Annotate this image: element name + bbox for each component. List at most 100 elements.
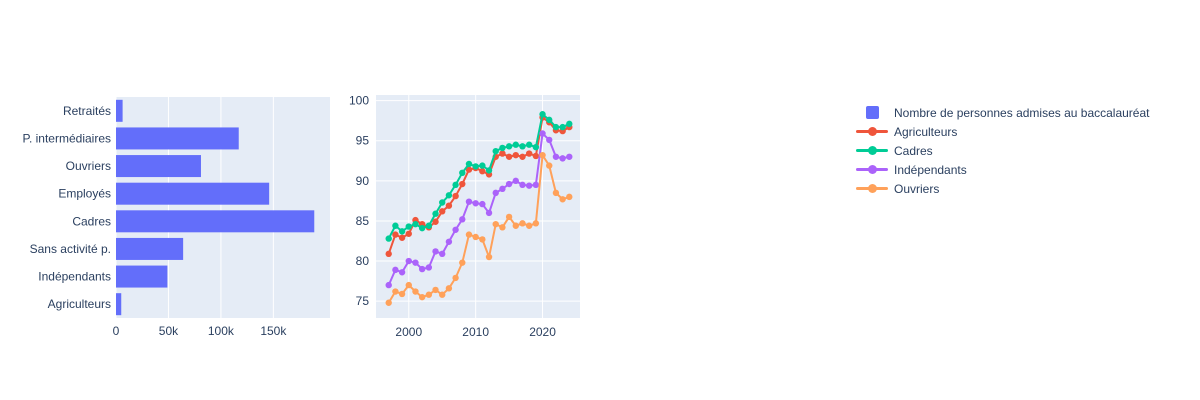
series-marker	[519, 143, 526, 150]
bar-sans-activite-p[interactable]	[116, 237, 184, 260]
series-marker	[398, 269, 406, 276]
y-tick-label: 100	[349, 94, 369, 108]
series-marker	[432, 286, 439, 294]
category-label: Employés	[58, 187, 111, 201]
series-marker	[465, 198, 473, 205]
x-tick-label: 2010	[462, 325, 489, 339]
series-marker	[418, 293, 426, 301]
line-plot-area	[376, 95, 580, 318]
series-marker	[539, 151, 546, 159]
series-marker	[452, 274, 459, 282]
series-marker	[459, 216, 466, 223]
legend-item-agriculteurs[interactable]: Agriculteurs	[856, 122, 1149, 141]
series-marker	[492, 147, 499, 155]
series-marker	[546, 136, 553, 144]
series-marker	[499, 224, 506, 231]
series-marker	[385, 281, 392, 289]
series-marker	[412, 288, 419, 295]
series-marker	[552, 123, 560, 131]
series-marker	[532, 152, 540, 160]
series-marker	[472, 233, 479, 241]
series-marker	[392, 288, 399, 295]
category-label: Retraités	[63, 104, 111, 118]
series-marker	[519, 220, 526, 227]
series-cadres[interactable]	[385, 111, 573, 242]
bar-employes[interactable]	[116, 182, 270, 205]
series-marker	[405, 281, 412, 289]
dot-marker-icon	[867, 184, 877, 193]
series-independants[interactable]	[385, 130, 573, 289]
series-marker	[392, 266, 399, 274]
series-marker	[492, 189, 499, 197]
series-marker	[385, 235, 392, 242]
series-marker	[479, 200, 486, 208]
series-marker	[492, 220, 499, 228]
x-tick-label: 2020	[529, 325, 556, 339]
series-marker	[439, 250, 446, 258]
series-line	[387, 116, 570, 255]
series-marker	[525, 222, 533, 229]
series-marker	[445, 192, 453, 199]
series-marker	[465, 160, 473, 168]
series-marker	[479, 162, 486, 169]
series-marker	[452, 181, 459, 189]
series-line	[387, 132, 570, 286]
category-label: Cadres	[72, 214, 111, 228]
series-marker	[385, 299, 392, 306]
series-marker	[566, 153, 573, 160]
bar-independants[interactable]	[116, 265, 168, 288]
bar-agriculteurs[interactable]	[116, 293, 122, 316]
category-label: Indépendants	[38, 270, 111, 284]
series-marker	[472, 200, 479, 207]
dot-marker-icon	[867, 165, 877, 174]
series-marker	[546, 116, 553, 124]
series-ouvriers[interactable]	[385, 151, 573, 306]
series-marker	[425, 291, 433, 298]
series-marker	[552, 189, 560, 197]
series-marker	[539, 130, 546, 137]
bar-cadres[interactable]	[116, 210, 315, 233]
bar-retraites[interactable]	[116, 99, 123, 122]
series-marker	[505, 153, 513, 160]
legend-item-cadres[interactable]: Cadres	[856, 141, 1149, 160]
legend: Nombre de personnes admises au baccalaur…	[856, 103, 1149, 198]
category-label: Sans activité p.	[30, 242, 111, 256]
x-tick-label: 50k	[159, 324, 179, 338]
series-marker	[525, 182, 533, 189]
series-marker	[385, 250, 392, 258]
line-marker-icon	[856, 165, 888, 174]
series-marker	[559, 196, 566, 203]
legend-label: Agriculteurs	[894, 124, 958, 139]
y-tick-label: 90	[356, 174, 370, 188]
series-marker	[512, 222, 519, 229]
series-marker	[525, 141, 533, 148]
category-label: Agriculteurs	[48, 297, 111, 311]
series-marker	[405, 223, 412, 230]
series-marker	[459, 259, 466, 266]
series-marker	[412, 259, 419, 266]
x-tick-label: 150k	[260, 324, 287, 338]
bar-p-intermediaires[interactable]	[116, 127, 239, 150]
bar-chart[interactable]: 0 50k 100k 150k Retraités P. intermédiaires Ou…	[5, 85, 340, 350]
line-marker-icon	[856, 146, 888, 155]
series-marker	[566, 120, 573, 128]
series-marker	[405, 257, 412, 265]
series-marker	[452, 226, 459, 233]
series-marker	[479, 168, 486, 175]
series-marker	[505, 143, 513, 150]
legend-item-ouvriers[interactable]: Ouvriers	[856, 179, 1149, 198]
category-label: P. intermédiaires	[23, 131, 112, 145]
series-marker	[418, 265, 426, 273]
line-chart[interactable]: 75 80 85 90 95 100 2000 2010 2020	[345, 85, 590, 350]
legend-item-independants[interactable]: Indépendants	[856, 160, 1149, 179]
series-marker	[459, 169, 466, 177]
legend-item-bac-admissions[interactable]: Nombre de personnes admises au baccalaur…	[856, 103, 1149, 122]
series-marker	[479, 236, 486, 243]
square-marker-icon	[865, 106, 879, 119]
series-marker	[485, 167, 493, 174]
bar-ouvriers[interactable]	[116, 155, 201, 178]
series-marker	[552, 153, 560, 160]
series-marker	[392, 231, 399, 238]
series-marker	[432, 210, 439, 217]
legend-label: Nombre de personnes admises au baccalaur…	[894, 105, 1150, 120]
